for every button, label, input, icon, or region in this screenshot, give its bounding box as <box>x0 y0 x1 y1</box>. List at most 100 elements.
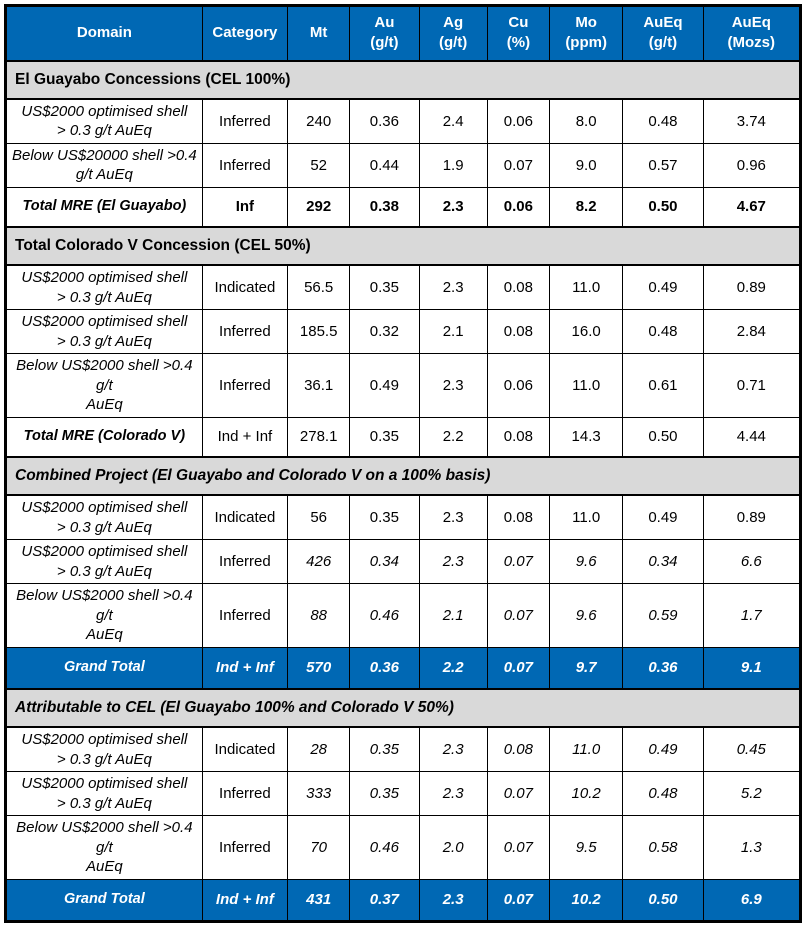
value-cell: 0.57 <box>622 142 704 188</box>
value-cell: 9.1 <box>702 646 802 690</box>
value-cell: 0.49 <box>622 494 704 540</box>
value-cell: 0.07 <box>486 539 551 584</box>
domain-cell: Below US$20000 shell >0.4 g/t AuEq <box>5 142 203 188</box>
section-title: El Guayabo Concessions (CEL 100%) <box>5 59 801 100</box>
value-cell: 278.1 <box>287 416 351 458</box>
domain-cell: Grand Total <box>5 646 203 690</box>
column-header-mt: Mt <box>287 5 351 62</box>
value-cell: 1.7 <box>702 583 802 648</box>
domain-cell: Below US$2000 shell >0.4 g/t AuEq <box>5 353 203 418</box>
category-cell: Ind + Inf <box>201 646 289 690</box>
value-cell: 9.7 <box>549 646 624 690</box>
value-cell: 2.2 <box>418 416 488 458</box>
value-cell: 6.9 <box>702 878 802 922</box>
table-body: El Guayabo Concessions (CEL 100%) US$2000… <box>5 59 802 922</box>
value-cell: 28 <box>287 726 351 772</box>
value-cell: 11.0 <box>549 726 624 772</box>
table-row: US$2000 optimised shell > 0.3 g/t AuEq In… <box>5 726 802 772</box>
value-cell: 0.44 <box>349 142 420 188</box>
value-cell: 0.46 <box>349 583 420 648</box>
value-cell: 0.38 <box>349 186 420 228</box>
table-row: US$2000 optimised shell > 0.3 g/t AuEq In… <box>5 771 802 816</box>
column-header-cu: Cu (%) <box>486 5 551 62</box>
table-row: US$2000 optimised shell > 0.3 g/t AuEq In… <box>5 539 802 584</box>
value-cell: 0.07 <box>486 815 551 880</box>
value-cell: 0.07 <box>486 878 551 922</box>
domain-cell: Grand Total <box>5 878 203 922</box>
value-cell: 2.1 <box>418 583 488 648</box>
value-cell: 88 <box>287 583 351 648</box>
value-cell: 52 <box>287 142 351 188</box>
total-row: Total MRE (Colorado V) Ind + Inf 278.1 0.35… <box>5 416 802 458</box>
value-cell: 8.0 <box>549 98 624 144</box>
value-cell: 2.3 <box>418 726 488 772</box>
value-cell: 185.5 <box>287 309 351 354</box>
category-cell: Inf <box>201 186 289 228</box>
value-cell: 0.45 <box>702 726 802 772</box>
value-cell: 431 <box>287 878 351 922</box>
value-cell: 0.49 <box>622 726 704 772</box>
value-cell: 0.07 <box>486 142 551 188</box>
column-header-au: Au (g/t) <box>349 5 420 62</box>
mineral-resource-table: Domain Category Mt Au (g/t) Ag (g/t) Cu … <box>4 4 802 923</box>
value-cell: 0.07 <box>486 646 551 690</box>
value-cell: 0.48 <box>622 98 704 144</box>
value-cell: 0.08 <box>486 494 551 540</box>
category-cell: Inferred <box>201 309 289 354</box>
value-cell: 0.32 <box>349 309 420 354</box>
value-cell: 0.89 <box>702 494 802 540</box>
value-cell: 1.3 <box>702 815 802 880</box>
category-cell: Ind + Inf <box>201 416 289 458</box>
section-title: Combined Project (El Guayabo and Colorad… <box>5 456 801 496</box>
value-cell: 0.48 <box>622 771 704 816</box>
domain-cell: US$2000 optimised shell > 0.3 g/t AuEq <box>5 726 203 772</box>
value-cell: 2.3 <box>418 878 488 922</box>
value-cell: 10.2 <box>549 771 624 816</box>
value-cell: 2.3 <box>418 264 488 310</box>
value-cell: 0.34 <box>349 539 420 584</box>
value-cell: 0.07 <box>486 583 551 648</box>
value-cell: 0.36 <box>349 98 420 144</box>
value-cell: 0.08 <box>486 726 551 772</box>
value-cell: 0.59 <box>622 583 704 648</box>
value-cell: 0.08 <box>486 416 551 458</box>
column-header-aueq-mozs: AuEq (Mozs) <box>702 5 802 62</box>
value-cell: 6.6 <box>702 539 802 584</box>
table-row: US$2000 optimised shell > 0.3 g/t AuEq In… <box>5 98 802 144</box>
column-header-aueq-gt: AuEq (g/t) <box>622 5 704 62</box>
value-cell: 56.5 <box>287 264 351 310</box>
category-cell: Indicated <box>201 726 289 772</box>
value-cell: 2.84 <box>702 309 802 354</box>
table-row: US$2000 optimised shell > 0.3 g/t AuEq In… <box>5 494 802 540</box>
value-cell: 0.35 <box>349 726 420 772</box>
value-cell: 0.35 <box>349 771 420 816</box>
domain-cell: US$2000 optimised shell > 0.3 g/t AuEq <box>5 539 203 584</box>
category-cell: Inferred <box>201 583 289 648</box>
value-cell: 4.44 <box>702 416 802 458</box>
section-header-row: Total Colorado V Concession (CEL 50%) <box>5 226 801 266</box>
value-cell: 0.35 <box>349 494 420 540</box>
value-cell: 11.0 <box>549 264 624 310</box>
category-cell: Indicated <box>201 264 289 310</box>
value-cell: 2.3 <box>418 186 488 228</box>
value-cell: 16.0 <box>549 309 624 354</box>
domain-cell: Below US$2000 shell >0.4 g/t AuEq <box>5 815 203 880</box>
value-cell: 9.5 <box>549 815 624 880</box>
value-cell: 5.2 <box>702 771 802 816</box>
value-cell: 0.35 <box>349 264 420 310</box>
category-cell: Inferred <box>201 815 289 880</box>
value-cell: 9.6 <box>549 539 624 584</box>
section-header-row: Attributable to CEL (El Guayabo 100% and… <box>5 688 801 728</box>
value-cell: 2.3 <box>418 353 488 418</box>
value-cell: 8.2 <box>549 186 624 228</box>
value-cell: 0.48 <box>622 309 704 354</box>
section-title: Attributable to CEL (El Guayabo 100% and… <box>5 688 801 728</box>
value-cell: 0.06 <box>486 186 551 228</box>
value-cell: 292 <box>287 186 351 228</box>
value-cell: 0.35 <box>349 416 420 458</box>
category-cell: Inferred <box>201 142 289 188</box>
grand-total-row: Grand Total Ind + Inf 431 0.37 2.3 0.07 10.2 0.… <box>5 878 802 922</box>
header-row: Domain Category Mt Au (g/t) Ag (g/t) Cu … <box>5 5 802 62</box>
category-cell: Inferred <box>201 771 289 816</box>
